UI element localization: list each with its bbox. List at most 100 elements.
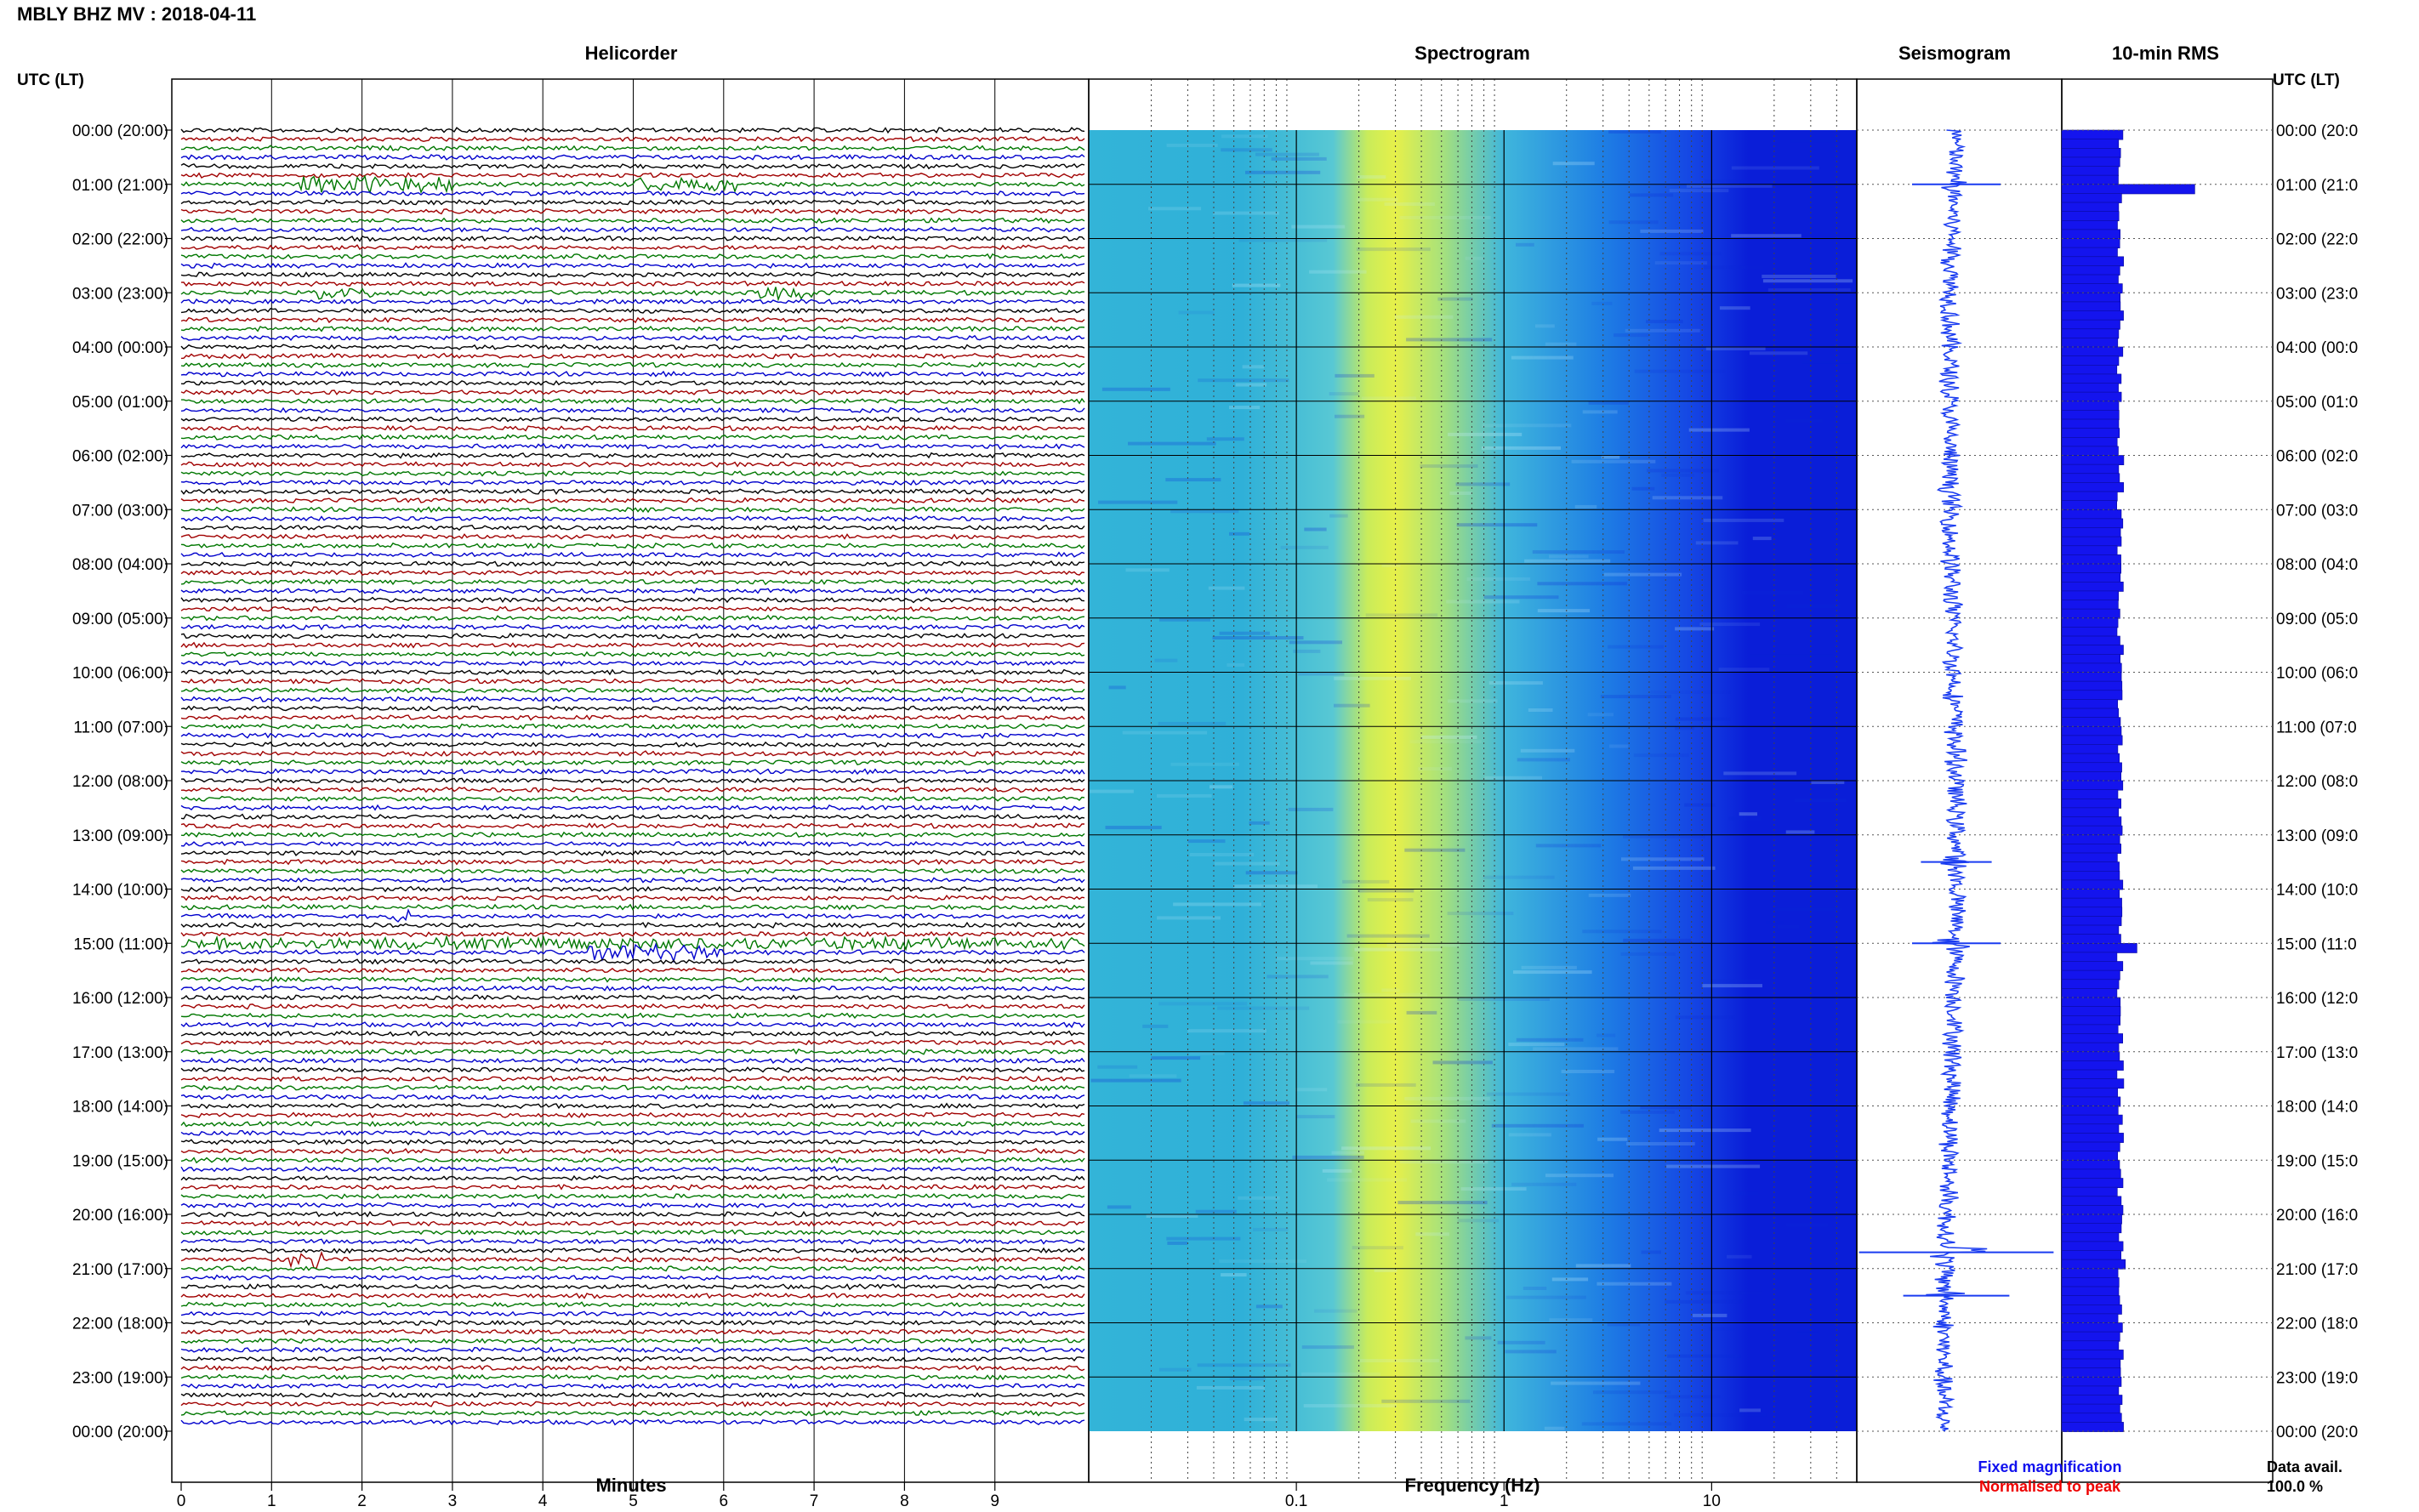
time-label-right: 22:00 (18:0 bbox=[2276, 1316, 2358, 1333]
helicorder-trace bbox=[180, 1292, 1085, 1299]
spectrogram-streak bbox=[1301, 1345, 1354, 1350]
spectrogram-streak bbox=[1731, 234, 1801, 238]
spectrogram-streak bbox=[1549, 1318, 1593, 1322]
rms-bar bbox=[2061, 410, 2120, 420]
rms-bar bbox=[2061, 1385, 2120, 1396]
spectrogram-streak bbox=[1520, 748, 1575, 753]
rms-bar bbox=[2061, 879, 2124, 890]
time-label-left: 03:00 (23:00) bbox=[72, 285, 168, 303]
spectrogram-streak bbox=[1157, 916, 1221, 920]
spectrogram-streak bbox=[1733, 1191, 1759, 1196]
rms-bar bbox=[2061, 861, 2120, 873]
spectrogram-streak bbox=[1634, 369, 1726, 373]
helicorder-trace bbox=[180, 1183, 1085, 1191]
spectrogram-streak bbox=[1303, 1404, 1397, 1408]
helicorder-trace bbox=[180, 1075, 1085, 1083]
helicorder-trace bbox=[180, 605, 1085, 613]
spectrogram-streak bbox=[1365, 613, 1438, 617]
rms-bar bbox=[2061, 211, 2120, 222]
rms-bar bbox=[2061, 1168, 2121, 1179]
spectrogram-streak bbox=[1465, 256, 1483, 260]
helicorder-trace bbox=[180, 1337, 1085, 1344]
rms-bar bbox=[2061, 979, 2120, 990]
spectrogram-streak bbox=[1288, 807, 1334, 811]
rms-bar bbox=[2061, 952, 2118, 963]
spectrogram-streak bbox=[1098, 500, 1178, 504]
spectrogram-streak bbox=[1334, 703, 1370, 708]
time-label-right: 16:00 (12:0 bbox=[2276, 990, 2358, 1008]
time-label-left: 11:00 (07:00) bbox=[73, 719, 168, 736]
helicorder-trace bbox=[180, 1102, 1085, 1110]
data-avail-value: 100.0 % bbox=[2267, 1478, 2323, 1495]
spectrogram-streak bbox=[1739, 1408, 1761, 1413]
rms-bar bbox=[2061, 753, 2120, 764]
spectrogram-streak bbox=[1212, 636, 1304, 639]
bottom-axes: 0 1 2 3 4 5 6 7 8 9 0.1 1 10 bbox=[177, 1482, 1721, 1510]
spectrogram-streak bbox=[1212, 211, 1279, 215]
helicorder-trace bbox=[180, 908, 1085, 923]
spectrogram-streak bbox=[1394, 315, 1454, 319]
helicorder-trace bbox=[180, 840, 1085, 848]
minute-tick-label: 8 bbox=[900, 1492, 909, 1510]
spectrogram-streak bbox=[1710, 979, 1761, 983]
helicorder-trace bbox=[180, 877, 1085, 884]
time-label-right: 18:00 (14:0 bbox=[2276, 1099, 2358, 1117]
time-label-left: 00:00 (20:00) bbox=[72, 122, 168, 140]
rms-bar bbox=[2061, 1006, 2121, 1017]
spectrogram-streak bbox=[1170, 509, 1239, 514]
spectrogram-streak bbox=[1245, 871, 1298, 875]
rms-bar bbox=[2061, 1223, 2122, 1234]
rms-bar bbox=[2061, 662, 2122, 674]
spectrogram-streak bbox=[1229, 531, 1250, 536]
spectrogram-streak bbox=[1537, 609, 1591, 613]
spectrogram-streak bbox=[1289, 640, 1342, 645]
spectrogram-streak bbox=[1189, 853, 1255, 856]
helicorder-trace bbox=[180, 930, 1085, 938]
spectrogram-streak bbox=[1752, 537, 1772, 541]
helicorder-trace bbox=[180, 1328, 1085, 1335]
spectrogram-streak bbox=[1291, 225, 1346, 229]
spectrogram-streak bbox=[1245, 170, 1321, 174]
spectrogram-streak bbox=[1517, 758, 1570, 762]
helicorder-trace bbox=[180, 994, 1085, 1001]
helicorder-trace bbox=[180, 416, 1085, 423]
helicorder-trace bbox=[180, 1165, 1085, 1173]
spectrogram-streak bbox=[1608, 130, 1662, 134]
rms-bar bbox=[2061, 735, 2123, 746]
spectrogram-streak bbox=[1511, 355, 1574, 360]
spectrogram-streak bbox=[1187, 839, 1226, 844]
rms-bar bbox=[2061, 780, 2124, 791]
spectrogram-streak bbox=[1404, 848, 1466, 852]
rms-bar bbox=[2061, 1060, 2124, 1071]
spectrogram-streak bbox=[1552, 162, 1595, 166]
helicorder-trace bbox=[180, 1111, 1085, 1118]
seismogram-trace bbox=[1926, 129, 1988, 1432]
spectrogram-streak bbox=[1561, 1070, 1615, 1073]
spectrogram-streak bbox=[1295, 1088, 1328, 1092]
rms-bar bbox=[2061, 554, 2121, 565]
spectrogram-streak bbox=[1334, 676, 1411, 680]
helicorder-trace bbox=[180, 1364, 1085, 1372]
spectrogram-streak bbox=[1766, 920, 1784, 924]
spectrogram-streak bbox=[1784, 419, 1823, 423]
spectrogram-streak bbox=[1108, 685, 1126, 690]
spectrogram-streak bbox=[1702, 984, 1762, 988]
rms-bar bbox=[2061, 969, 2120, 981]
helicorder-trace bbox=[180, 705, 1085, 712]
spectrogram-streak bbox=[1491, 1123, 1584, 1128]
spectrogram-streak bbox=[1466, 577, 1531, 581]
rms-bar bbox=[2061, 645, 2124, 656]
spectrogram-streak bbox=[1415, 1232, 1449, 1236]
rms-bar bbox=[2061, 1259, 2126, 1270]
spectrogram-streak bbox=[1221, 148, 1272, 152]
rms-bar bbox=[2061, 418, 2120, 429]
helicorder-trace bbox=[180, 424, 1085, 432]
spectrogram-streak bbox=[1675, 1015, 1735, 1020]
helicorder-trace bbox=[180, 286, 1085, 302]
spectrogram-streak bbox=[1640, 1106, 1692, 1110]
data-avail-label: Data avail. bbox=[2267, 1458, 2342, 1475]
rms-bar bbox=[2061, 1241, 2124, 1252]
helicorder-trace bbox=[180, 1193, 1085, 1200]
spectrogram-streak bbox=[1151, 1056, 1201, 1060]
